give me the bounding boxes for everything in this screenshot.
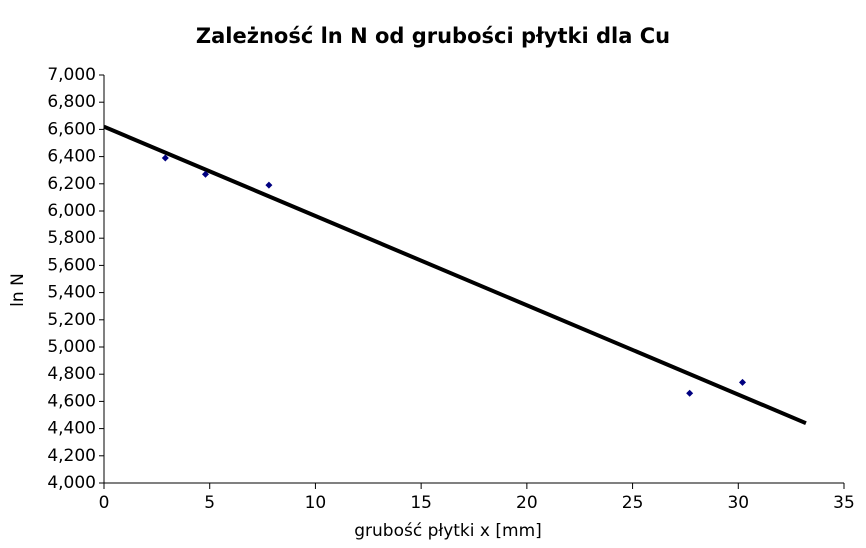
y-tick-label: 6,400 [47,147,96,167]
chart-title: Zależność ln N od grubości płytki dla Cu [196,24,670,48]
x-tick-label: 35 [833,493,855,513]
y-tick-label: 5,400 [47,283,96,303]
x-tick-label: 0 [99,493,110,513]
x-tick-label: 5 [204,493,215,513]
y-tick-label: 4,800 [47,364,96,384]
x-tick-label: 30 [727,493,749,513]
x-tick-label: 20 [516,493,538,513]
y-tick-label: 5,000 [47,337,96,357]
x-tick-label: 15 [410,493,432,513]
x-axis-label: grubość płytki x [mm] [354,521,542,541]
x-tick-label: 25 [622,493,644,513]
x-tick-label: 10 [305,493,327,513]
y-tick-label: 6,000 [47,201,96,221]
point [739,378,747,386]
y-tick-label: 6,800 [47,92,96,112]
y-tick-label: 5,200 [47,310,96,330]
y-tick-label: 6,200 [47,174,96,194]
point [265,181,273,189]
y-tick-label: 4,400 [47,419,96,439]
y-tick-label: 4,600 [47,391,96,411]
point [161,154,169,162]
y-tick-label: 6,600 [47,119,96,139]
point [686,389,694,397]
y-tick-label: 4,200 [47,446,96,466]
y-axis-label: ln N [8,273,28,307]
y-tick-label: 7,000 [47,65,96,85]
point [201,170,209,178]
y-tick-label: 4,000 [47,473,96,493]
trendline [103,124,807,426]
y-tick-label: 5,600 [47,255,96,275]
y-tick-label: 5,800 [47,228,96,248]
